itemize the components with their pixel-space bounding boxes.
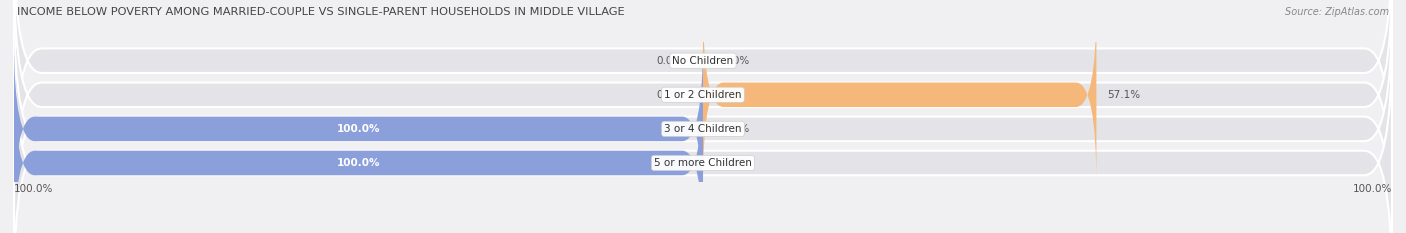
Text: 100.0%: 100.0% <box>1353 185 1392 195</box>
Text: 0.0%: 0.0% <box>724 124 749 134</box>
FancyBboxPatch shape <box>14 0 1392 219</box>
Text: 100.0%: 100.0% <box>14 185 53 195</box>
Text: 0.0%: 0.0% <box>657 90 682 100</box>
Text: 0.0%: 0.0% <box>657 56 682 66</box>
FancyBboxPatch shape <box>14 0 1392 185</box>
Text: 3 or 4 Children: 3 or 4 Children <box>664 124 742 134</box>
Text: INCOME BELOW POVERTY AMONG MARRIED-COUPLE VS SINGLE-PARENT HOUSEHOLDS IN MIDDLE : INCOME BELOW POVERTY AMONG MARRIED-COUPL… <box>17 7 624 17</box>
Text: 5 or more Children: 5 or more Children <box>654 158 752 168</box>
Text: 0.0%: 0.0% <box>724 56 749 66</box>
FancyBboxPatch shape <box>14 5 1392 233</box>
FancyBboxPatch shape <box>14 39 703 219</box>
FancyBboxPatch shape <box>14 39 1392 233</box>
Text: Source: ZipAtlas.com: Source: ZipAtlas.com <box>1285 7 1389 17</box>
Text: 100.0%: 100.0% <box>337 124 380 134</box>
Text: No Children: No Children <box>672 56 734 66</box>
FancyBboxPatch shape <box>14 73 703 233</box>
FancyBboxPatch shape <box>703 5 1097 185</box>
Text: 0.0%: 0.0% <box>724 158 749 168</box>
Text: 100.0%: 100.0% <box>337 158 380 168</box>
Text: 57.1%: 57.1% <box>1107 90 1140 100</box>
Text: 1 or 2 Children: 1 or 2 Children <box>664 90 742 100</box>
